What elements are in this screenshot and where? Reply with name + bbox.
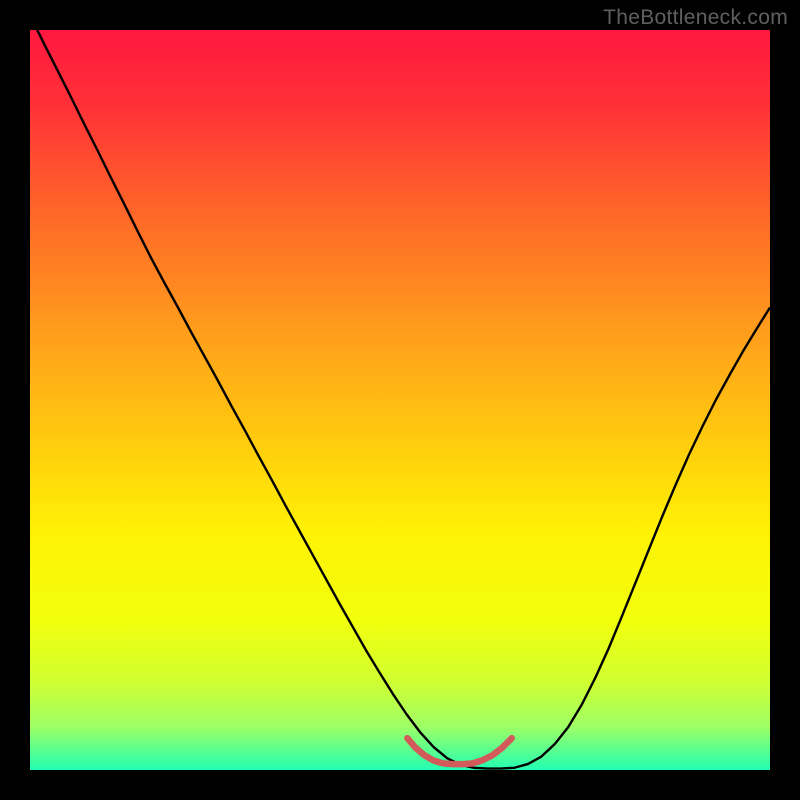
watermark: TheBottleneck.com (603, 6, 788, 30)
gradient-background (30, 30, 770, 770)
chart-canvas (30, 30, 770, 770)
chart-svg (30, 30, 770, 770)
